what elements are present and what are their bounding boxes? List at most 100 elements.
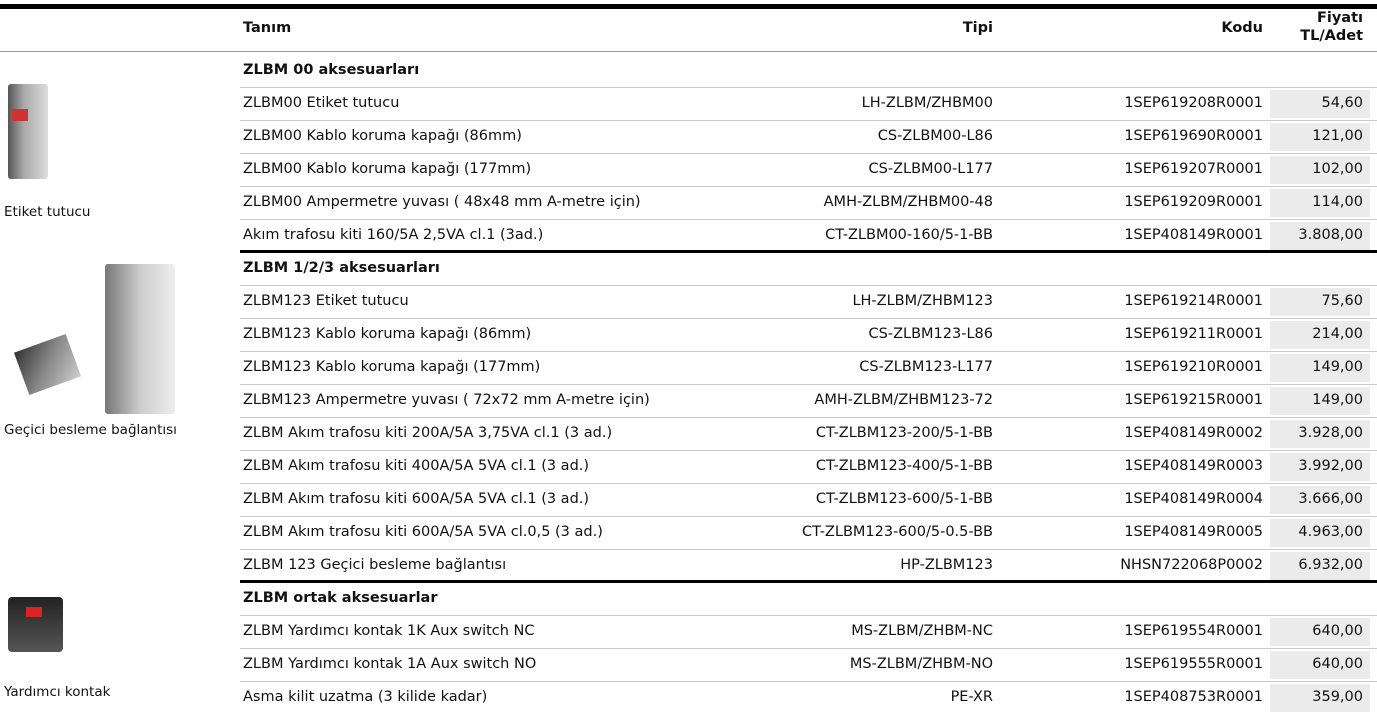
item-code: 1SEP619208R0001 bbox=[1124, 95, 1263, 111]
price-cell-bg bbox=[1270, 453, 1370, 481]
row-rule bbox=[240, 450, 1377, 451]
item-name: ZLBM00 Ampermetre yuvası ( 48x48 mm A-me… bbox=[243, 194, 641, 210]
product-image-part bbox=[13, 333, 82, 396]
item-name: ZLBM Akım trafosu kiti 600A/5A 5VA cl.0,… bbox=[243, 524, 603, 540]
item-code: 1SEP408149R0002 bbox=[1124, 425, 1263, 441]
price-cell-bg bbox=[1270, 189, 1370, 217]
item-type: PE-XR bbox=[950, 689, 993, 705]
price-cell-bg bbox=[1270, 222, 1370, 250]
item-type: HP-ZLBM123 bbox=[900, 557, 993, 573]
item-price: 102,00 bbox=[1312, 161, 1363, 177]
item-name: ZLBM00 Kablo koruma kapağı (177mm) bbox=[243, 161, 532, 177]
price-cell-bg bbox=[1270, 552, 1370, 580]
row-rule bbox=[240, 549, 1377, 550]
price-cell-bg bbox=[1270, 486, 1370, 514]
section-title: ZLBM ortak aksesuarlar bbox=[243, 590, 438, 606]
item-name: ZLBM00 Etiket tutucu bbox=[243, 95, 400, 111]
item-type: CS-ZLBM123-L86 bbox=[868, 326, 993, 342]
item-name: ZLBM Akım trafosu kiti 600A/5A 5VA cl.1 … bbox=[243, 491, 590, 507]
item-name: ZLBM Akım trafosu kiti 200A/5A 3,75VA cl… bbox=[243, 425, 613, 441]
row-rule bbox=[240, 120, 1377, 121]
item-type: CS-ZLBM00-L86 bbox=[877, 128, 993, 144]
item-price: 640,00 bbox=[1312, 623, 1363, 639]
item-type: CT-ZLBM00-160/5-1-BB bbox=[825, 227, 993, 243]
section-rule bbox=[240, 250, 1377, 253]
item-code: 1SEP619207R0001 bbox=[1124, 161, 1263, 177]
item-type: CS-ZLBM123-L177 bbox=[859, 359, 993, 375]
image-caption: Geçici besleme bağlantısı bbox=[4, 422, 177, 438]
product-image-part bbox=[12, 109, 28, 121]
item-type: LH-ZLBM/ZHBM123 bbox=[852, 293, 993, 309]
price-cell-bg bbox=[1270, 288, 1370, 316]
price-cell-bg bbox=[1270, 321, 1370, 349]
item-price: 3.808,00 bbox=[1298, 227, 1363, 243]
header-rule bbox=[0, 51, 1377, 52]
row-rule bbox=[240, 417, 1377, 418]
price-cell-bg bbox=[1270, 651, 1370, 679]
item-type: AMH-ZLBM/ZHBM00-48 bbox=[823, 194, 993, 210]
item-name: ZLBM Akım trafosu kiti 400A/5A 5VA cl.1 … bbox=[243, 458, 590, 474]
item-price: 3.928,00 bbox=[1298, 425, 1363, 441]
item-code: 1SEP619690R0001 bbox=[1124, 128, 1263, 144]
item-code: 1SEP408753R0001 bbox=[1124, 689, 1263, 705]
item-price: 54,60 bbox=[1321, 95, 1363, 111]
item-code: 1SEP408149R0001 bbox=[1124, 227, 1263, 243]
item-name: ZLBM123 Kablo koruma kapağı (177mm) bbox=[243, 359, 541, 375]
row-rule bbox=[240, 615, 1377, 616]
item-price: 640,00 bbox=[1312, 656, 1363, 672]
row-rule bbox=[240, 153, 1377, 154]
price-cell-bg bbox=[1270, 420, 1370, 448]
item-name: ZLBM123 Kablo koruma kapağı (86mm) bbox=[243, 326, 532, 342]
item-type: CS-ZLBM00-L177 bbox=[868, 161, 993, 177]
item-name: ZLBM Yardımcı kontak 1K Aux switch NC bbox=[243, 623, 535, 639]
item-code: 1SEP619210R0001 bbox=[1124, 359, 1263, 375]
item-price: 75,60 bbox=[1321, 293, 1363, 309]
item-name: Akım trafosu kiti 160/5A 2,5VA cl.1 (3ad… bbox=[243, 227, 544, 243]
item-name: Asma kilit uzatma (3 kilide kadar) bbox=[243, 689, 488, 705]
item-type: CT-ZLBM123-400/5-1-BB bbox=[815, 458, 993, 474]
header-type: Tipi bbox=[962, 20, 993, 36]
image-caption: Yardımcı kontak bbox=[4, 684, 111, 700]
row-rule bbox=[240, 681, 1377, 682]
header-name: Tanım bbox=[243, 20, 292, 36]
price-cell-bg bbox=[1270, 519, 1370, 547]
item-type: CT-ZLBM123-600/5-1-BB bbox=[815, 491, 993, 507]
item-price: 4.963,00 bbox=[1298, 524, 1363, 540]
item-price: 121,00 bbox=[1312, 128, 1363, 144]
product-image bbox=[8, 597, 63, 652]
item-code: 1SEP619211R0001 bbox=[1124, 326, 1263, 342]
item-type: MS-ZLBM/ZHBM-NO bbox=[849, 656, 993, 672]
row-rule bbox=[240, 384, 1377, 385]
header-price: Fiyatı bbox=[1316, 10, 1363, 26]
item-name: ZLBM123 Etiket tutucu bbox=[243, 293, 409, 309]
item-price: 6.932,00 bbox=[1298, 557, 1363, 573]
item-code: 1SEP408149R0005 bbox=[1124, 524, 1263, 540]
item-code: 1SEP408149R0003 bbox=[1124, 458, 1263, 474]
item-price: 3.992,00 bbox=[1298, 458, 1363, 474]
item-type: CT-ZLBM123-600/5-0.5-BB bbox=[802, 524, 993, 540]
item-code: 1SEP619555R0001 bbox=[1124, 656, 1263, 672]
item-name: ZLBM123 Ampermetre yuvası ( 72x72 mm A-m… bbox=[243, 392, 650, 408]
row-rule bbox=[240, 87, 1377, 88]
image-caption: Etiket tutucu bbox=[4, 204, 91, 220]
row-rule bbox=[240, 318, 1377, 319]
row-rule bbox=[240, 483, 1377, 484]
item-type: AMH-ZLBM/ZHBM123-72 bbox=[814, 392, 993, 408]
section-rule bbox=[240, 580, 1377, 583]
product-image bbox=[8, 84, 48, 179]
product-image bbox=[105, 264, 175, 414]
item-price: 214,00 bbox=[1312, 326, 1363, 342]
item-code: 1SEP408149R0004 bbox=[1124, 491, 1263, 507]
item-type: MS-ZLBM/ZHBM-NC bbox=[851, 623, 993, 639]
item-price: 359,00 bbox=[1312, 689, 1363, 705]
price-cell-bg bbox=[1270, 90, 1370, 118]
top-rule bbox=[0, 4, 1377, 9]
price-cell-bg bbox=[1270, 684, 1370, 712]
item-name: ZLBM 123 Geçici besleme bağlantısı bbox=[243, 557, 507, 573]
item-code: NHSN722068P0002 bbox=[1120, 557, 1263, 573]
item-price: 149,00 bbox=[1312, 392, 1363, 408]
item-price: 149,00 bbox=[1312, 359, 1363, 375]
product-image-part bbox=[26, 607, 42, 617]
price-cell-bg bbox=[1270, 618, 1370, 646]
